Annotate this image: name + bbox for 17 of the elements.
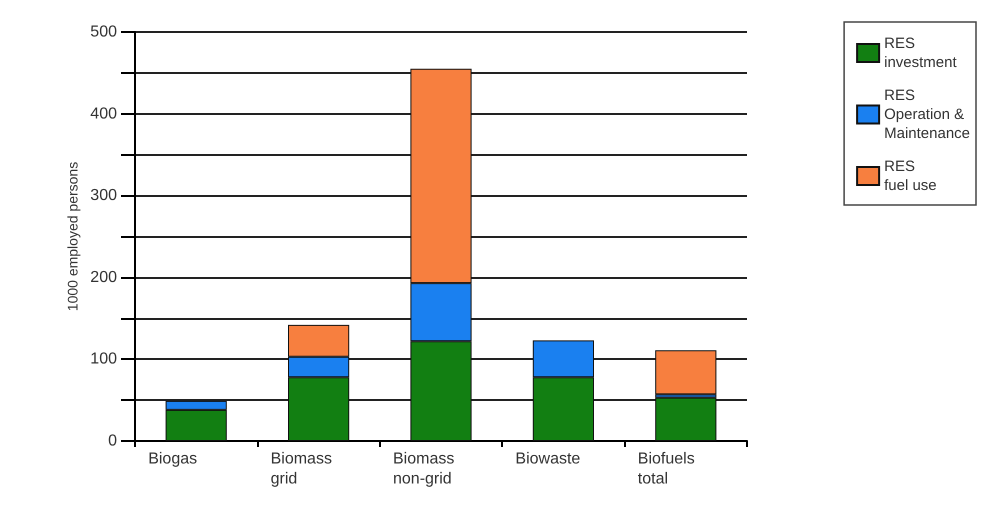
legend-label: RES Operation & Maintenance [884,87,970,142]
y-tick-label: 300 [90,187,118,204]
x-tick-label: Biogas [148,450,198,468]
y-tick-label: 100 [90,350,118,368]
x-tick-label: Biomass non-grid [393,450,454,488]
y-tick-label: 500 [90,24,118,40]
bar [655,350,716,394]
x-tick-label: Biowaste [515,450,580,468]
y-tick-label: 200 [90,268,118,286]
x-tick-label: Biomass grid [270,450,332,488]
y-tick-label: 0 [108,432,118,450]
bar [655,398,716,441]
y-tick-label: 400 [90,105,118,122]
y-axis-title: 1000 employed persons [64,162,80,312]
legend-label: RES fuel use [884,158,937,194]
legend-label: RES investment [884,35,958,71]
x-tick-label: Biofuels total [638,450,695,488]
